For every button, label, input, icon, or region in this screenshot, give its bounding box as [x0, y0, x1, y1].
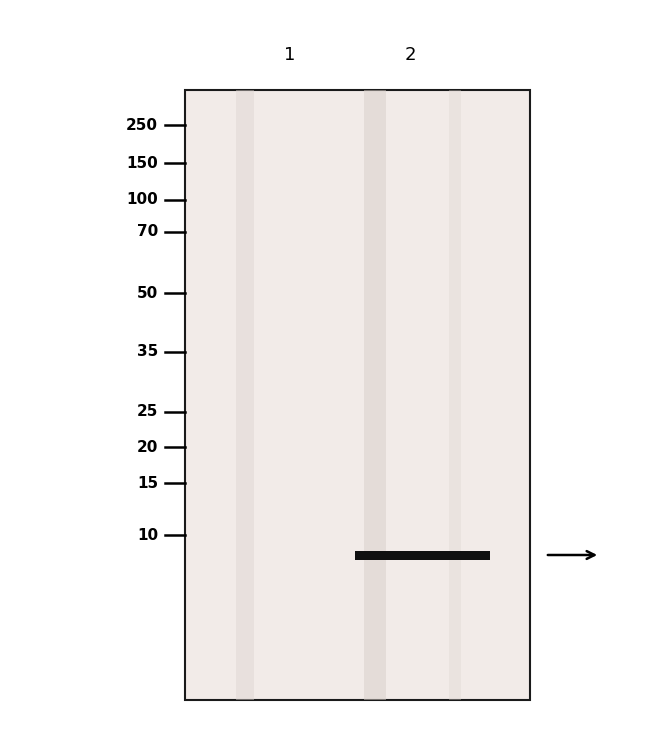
- Text: 10: 10: [137, 528, 158, 542]
- Text: 100: 100: [126, 193, 158, 207]
- Bar: [185, 90, 530, 700]
- Text: 150: 150: [126, 155, 158, 171]
- Text: 50: 50: [136, 285, 158, 301]
- Bar: [449, 90, 461, 700]
- Text: 1: 1: [284, 46, 296, 64]
- Text: 20: 20: [136, 439, 158, 455]
- Text: 35: 35: [136, 345, 158, 359]
- Text: 70: 70: [136, 225, 158, 239]
- Bar: [355, 550, 490, 559]
- Bar: [236, 90, 254, 700]
- Bar: [364, 90, 386, 700]
- Text: 25: 25: [136, 405, 158, 419]
- Text: 2: 2: [404, 46, 416, 64]
- Text: 15: 15: [137, 476, 158, 490]
- Text: 250: 250: [126, 118, 158, 132]
